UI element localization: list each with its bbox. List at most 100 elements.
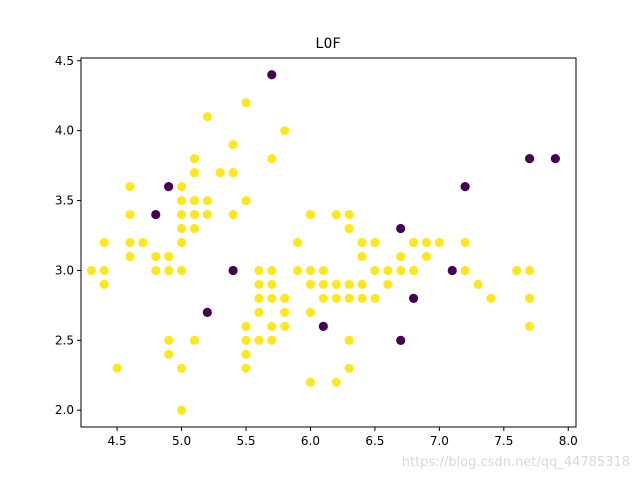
inlier-point: [305, 307, 316, 317]
y-tick-label: 2.5: [55, 333, 74, 347]
inlier-point: [164, 265, 174, 276]
inlier-point: [164, 335, 174, 345]
inlier-point: [280, 321, 290, 331]
inlier-point: [99, 279, 109, 290]
inlier-point: [176, 181, 187, 192]
inlier-point: [331, 209, 341, 220]
inlier-point: [99, 265, 109, 276]
outlier-point: [408, 293, 419, 304]
inlier-point: [357, 237, 367, 248]
inlier-point: [189, 195, 200, 206]
outlier-point: [460, 181, 470, 192]
y-tick-label: 4.5: [55, 54, 74, 68]
outlier-point: [396, 223, 406, 234]
inlier-point: [396, 265, 406, 276]
y-tick-label: 3.5: [55, 194, 74, 208]
outlier-point: [447, 265, 457, 276]
inlier-point: [176, 237, 187, 248]
inlier-point: [524, 321, 535, 331]
x-tick-label: 7.5: [494, 434, 513, 448]
inlier-point: [524, 293, 535, 304]
inlier-point: [202, 112, 212, 122]
inlier-point: [202, 209, 212, 220]
inlier-point: [189, 223, 200, 234]
inlier-point: [434, 237, 444, 248]
x-tick-label: 6.5: [365, 434, 384, 448]
inlier-point: [125, 181, 135, 192]
inlier-point: [176, 363, 187, 373]
inlier-point: [112, 363, 122, 373]
inlier-point: [357, 251, 367, 262]
inlier-point: [370, 293, 380, 304]
chart-title: LOF: [315, 36, 340, 52]
inlier-point: [176, 209, 187, 220]
inlier-point: [267, 265, 277, 276]
inlier-point: [344, 209, 354, 220]
inlier-point: [486, 293, 496, 304]
inlier-point: [331, 279, 341, 290]
inlier-point: [357, 279, 367, 290]
x-axis: 4.5 5.0 5.5 6.0 6.5 7.0 7.5 8.0: [108, 427, 578, 448]
inlier-point: [176, 405, 187, 415]
inlier-point: [280, 126, 290, 136]
inlier-point: [228, 140, 238, 150]
inlier-point: [241, 195, 251, 206]
inlier-point: [164, 349, 174, 359]
inlier-point: [408, 237, 419, 248]
outlier-point: [396, 335, 406, 345]
inlier-point: [331, 377, 341, 387]
inlier-point: [318, 279, 328, 290]
x-tick-label: 5.0: [172, 434, 191, 448]
inlier-point: [254, 279, 264, 290]
inlier-point: [370, 265, 380, 276]
outlier-point: [267, 70, 277, 80]
inlier-point: [344, 223, 354, 234]
inlier-point: [318, 293, 328, 304]
inlier-point: [125, 237, 135, 248]
inlier-point: [164, 251, 174, 262]
inlier-point: [241, 321, 251, 331]
inlier-point: [254, 265, 264, 276]
inlier-point: [370, 237, 380, 248]
inlier-point: [228, 168, 238, 178]
inlier-point: [305, 279, 316, 290]
inlier-point: [280, 293, 290, 304]
inlier-point: [344, 293, 354, 304]
inlier-point: [176, 265, 187, 276]
inlier-point: [344, 335, 354, 345]
y-tick-label: 2.0: [55, 403, 74, 417]
inlier-point: [267, 154, 277, 164]
inlier-point: [215, 168, 225, 178]
data-points: [86, 70, 560, 415]
inlier-point: [99, 237, 109, 248]
outlier-point: [550, 154, 560, 164]
inlier-point: [280, 307, 290, 317]
inlier-point: [189, 154, 200, 164]
inlier-point: [125, 251, 135, 262]
inlier-point: [86, 265, 96, 276]
inlier-point: [344, 279, 354, 290]
inlier-point: [267, 293, 277, 304]
inlier-point: [357, 293, 367, 304]
inlier-point: [241, 98, 251, 108]
inlier-point: [254, 293, 264, 304]
inlier-point: [421, 237, 432, 248]
y-axis: 2.0 2.5 3.0 3.5 4.0 4.5: [55, 54, 81, 417]
outlier-point: [524, 154, 535, 164]
outlier-point: [228, 265, 238, 276]
inlier-point: [189, 168, 200, 178]
inlier-point: [151, 265, 161, 276]
inlier-point: [254, 307, 264, 317]
inlier-point: [176, 223, 187, 234]
inlier-point: [189, 335, 200, 345]
inlier-point: [267, 321, 277, 331]
outlier-point: [151, 209, 161, 220]
y-tick-label: 4.0: [55, 124, 74, 138]
inlier-point: [176, 195, 187, 206]
x-tick-label: 5.5: [236, 434, 255, 448]
y-tick-label: 3.0: [55, 263, 74, 277]
inlier-point: [202, 195, 212, 206]
inlier-point: [408, 265, 419, 276]
